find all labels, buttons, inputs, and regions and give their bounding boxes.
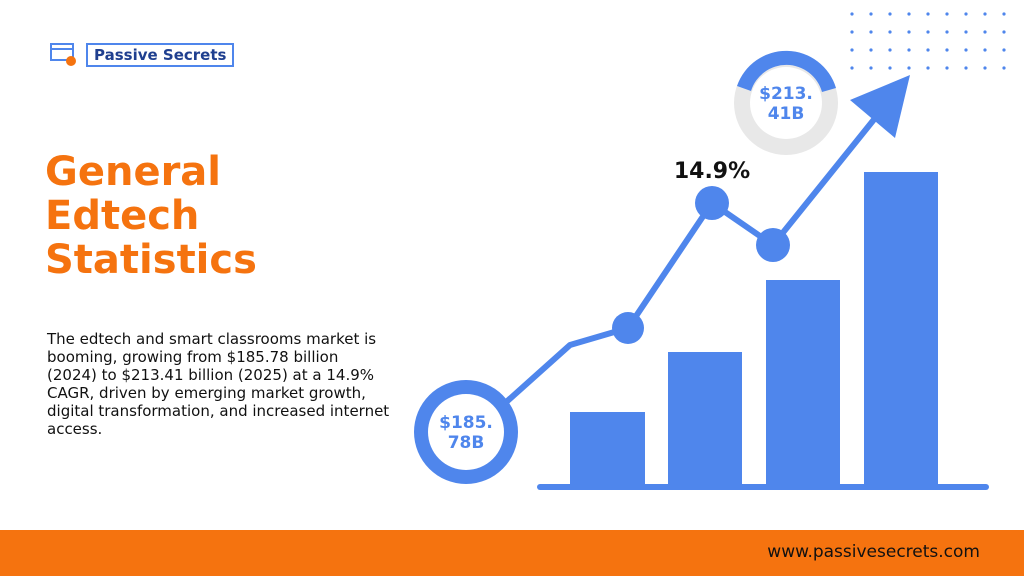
dot-grid	[850, 12, 1006, 70]
dot	[888, 30, 892, 34]
dot	[850, 12, 854, 16]
dot	[907, 12, 911, 16]
dot	[926, 30, 930, 34]
end-label: $213. 41B	[759, 84, 813, 124]
description: The edtech and smart classrooms market i…	[47, 330, 390, 438]
bar	[570, 412, 645, 487]
footer: www.passivesecrets.com	[0, 530, 1024, 576]
dot	[1002, 66, 1006, 70]
label-line: $213.	[759, 84, 813, 104]
bar	[864, 172, 938, 487]
dot	[888, 12, 892, 16]
dot	[964, 66, 968, 70]
end-badge-arc	[737, 50, 836, 92]
dot	[869, 30, 873, 34]
bars	[570, 172, 938, 487]
dot	[926, 66, 930, 70]
logo-text: Passive Secrets	[86, 43, 235, 67]
dot	[983, 66, 987, 70]
dot	[888, 66, 892, 70]
dot	[850, 30, 854, 34]
dot	[1002, 48, 1006, 52]
dot	[983, 12, 987, 16]
logo-icon	[50, 43, 76, 66]
dot	[964, 12, 968, 16]
point	[612, 312, 644, 344]
dot	[983, 30, 987, 34]
dot	[945, 12, 949, 16]
logo: Passive Secrets	[50, 42, 235, 68]
growth-label: 14.9%	[674, 159, 750, 184]
dot	[1002, 30, 1006, 34]
dot	[888, 48, 892, 52]
dot	[926, 12, 930, 16]
dot	[964, 48, 968, 52]
dot	[850, 66, 854, 70]
bar	[668, 352, 742, 487]
point	[756, 228, 790, 262]
arrow-head	[850, 75, 910, 138]
dot	[869, 48, 873, 52]
title-line: Edtech	[45, 193, 200, 239]
title-line: General	[45, 149, 221, 195]
dot	[945, 48, 949, 52]
dot	[926, 48, 930, 52]
dot	[907, 30, 911, 34]
end-badge-inner	[750, 67, 822, 139]
dot	[945, 30, 949, 34]
start-label: $185. 78B	[439, 413, 493, 453]
dot	[869, 12, 873, 16]
dot	[850, 48, 854, 52]
dot	[1002, 12, 1006, 16]
start-badge-inner	[428, 394, 504, 470]
label-line: $185.	[439, 413, 493, 433]
dot	[945, 66, 949, 70]
trend-line	[472, 110, 883, 433]
label-line: 41B	[768, 104, 805, 124]
dot	[907, 48, 911, 52]
dot	[983, 48, 987, 52]
footer-url: www.passivesecrets.com	[767, 542, 980, 562]
point	[695, 186, 729, 220]
title: General Edtech Statistics	[45, 150, 257, 282]
label-line: 78B	[448, 433, 485, 453]
bar	[766, 280, 840, 487]
title-line: Statistics	[45, 237, 257, 283]
dot	[964, 30, 968, 34]
dot	[869, 66, 873, 70]
dot	[907, 66, 911, 70]
